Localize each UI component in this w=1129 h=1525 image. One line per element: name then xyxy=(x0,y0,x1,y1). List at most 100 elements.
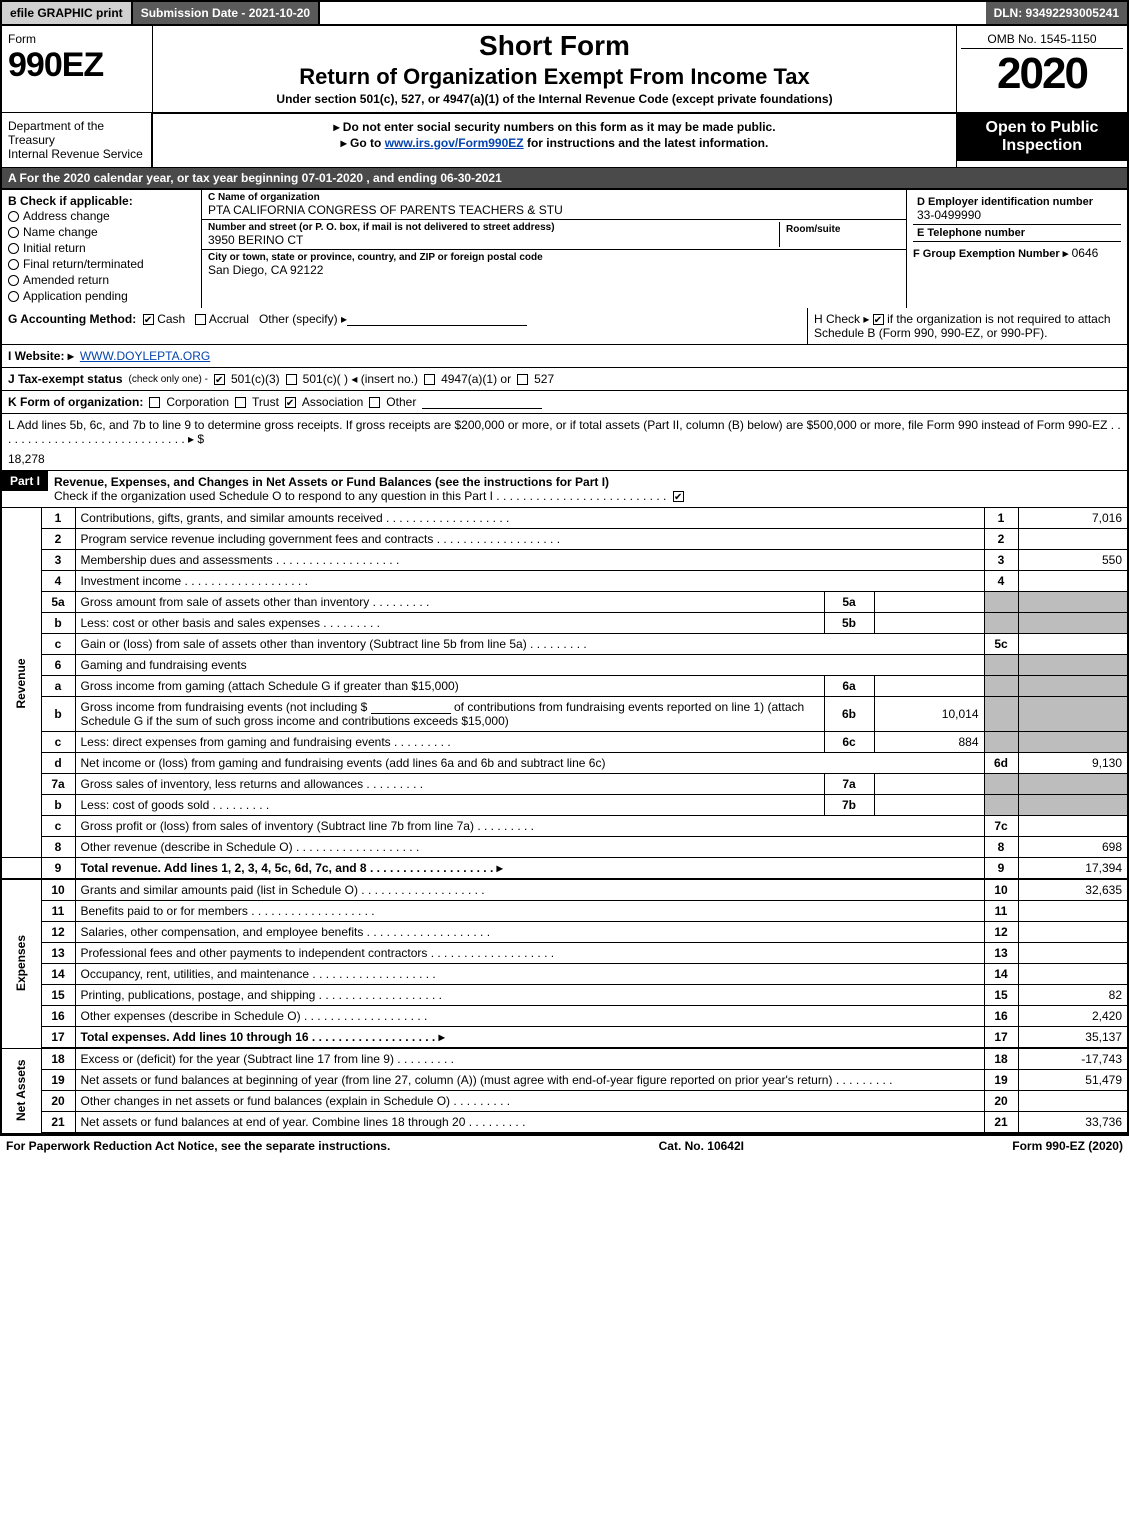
amt-14 xyxy=(1018,964,1128,985)
box-6d: 6d xyxy=(984,753,1018,774)
box-5b-shade xyxy=(984,613,1018,634)
amt-5a-shade xyxy=(1018,592,1128,613)
chk-initial-return[interactable]: Initial return xyxy=(8,240,195,256)
box-2: 2 xyxy=(984,529,1018,550)
chk-h[interactable] xyxy=(873,314,884,325)
j-label: J Tax-exempt status xyxy=(8,372,123,386)
box-1: 1 xyxy=(984,508,1018,529)
box-13: 13 xyxy=(984,943,1018,964)
chk-cash[interactable] xyxy=(143,314,154,325)
footer-left: For Paperwork Reduction Act Notice, see … xyxy=(6,1139,390,1153)
chk-527[interactable] xyxy=(517,374,528,385)
sub-5b: 5b xyxy=(824,613,874,634)
subamt-5a xyxy=(874,592,984,613)
amt-7a-shade xyxy=(1018,774,1128,795)
box-6c-shade xyxy=(984,732,1018,753)
form-box: Form 990EZ xyxy=(2,26,152,113)
ln-1: 1 xyxy=(41,508,75,529)
chk-trust[interactable] xyxy=(235,397,246,408)
row-k: K Form of organization: Corporation Trus… xyxy=(0,391,1129,414)
ln-2: 2 xyxy=(41,529,75,550)
box-6a-shade xyxy=(984,676,1018,697)
vlabel-expenses: Expenses xyxy=(1,879,41,1048)
sub-5a: 5a xyxy=(824,592,874,613)
desc-1: Contributions, gifts, grants, and simila… xyxy=(75,508,984,529)
amt-10: 32,635 xyxy=(1018,879,1128,901)
contrib-amount-input[interactable] xyxy=(371,700,451,714)
form-number: 990EZ xyxy=(8,46,146,85)
footer-right: Form 990-EZ (2020) xyxy=(1012,1139,1123,1153)
chk-amended-return[interactable]: Amended return xyxy=(8,272,195,288)
ln-19: 19 xyxy=(41,1070,75,1091)
subtitle: Under section 501(c), 527, or 4947(a)(1)… xyxy=(161,92,948,106)
chk-4947[interactable] xyxy=(424,374,435,385)
desc-10: Grants and similar amounts paid (list in… xyxy=(75,879,984,901)
chk-501c[interactable] xyxy=(286,374,297,385)
tel-row: E Telephone number xyxy=(913,225,1121,242)
j-sub: (check only one) - xyxy=(129,374,208,385)
ln-7a: 7a xyxy=(41,774,75,795)
sub-7a: 7a xyxy=(824,774,874,795)
desc-6b: Gross income from fundraising events (no… xyxy=(75,697,824,732)
amt-9: 17,394 xyxy=(1018,858,1128,880)
subamt-7b xyxy=(874,795,984,816)
box-6-shade xyxy=(984,655,1018,676)
box-7b-shade xyxy=(984,795,1018,816)
desc-2: Program service revenue including govern… xyxy=(75,529,984,550)
amt-6c-shade xyxy=(1018,732,1128,753)
h-pre: H Check ▸ xyxy=(814,312,869,326)
chk-corporation[interactable] xyxy=(149,397,160,408)
chk-other-org[interactable] xyxy=(369,397,380,408)
efile-label: efile GRAPHIC print xyxy=(2,2,133,24)
ein-value: 33-0499990 xyxy=(917,208,1117,222)
ln-10: 10 xyxy=(41,879,75,901)
box-15: 15 xyxy=(984,985,1018,1006)
org-city-row: City or town, state or province, country… xyxy=(202,250,906,279)
chk-application-pending[interactable]: Application pending xyxy=(8,288,195,304)
desc-20: Other changes in net assets or fund bala… xyxy=(75,1091,984,1112)
k-label: K Form of organization: xyxy=(8,395,143,409)
amt-16: 2,420 xyxy=(1018,1006,1128,1027)
i-label: I Website: ▸ xyxy=(8,349,74,363)
amt-2 xyxy=(1018,529,1128,550)
open-inspection: Open to Public Inspection xyxy=(957,113,1127,161)
amt-20 xyxy=(1018,1091,1128,1112)
chk-association[interactable] xyxy=(285,397,296,408)
chk-final-return[interactable]: Final return/terminated xyxy=(8,256,195,272)
row-g: G Accounting Method: Cash Accrual Other … xyxy=(2,308,807,345)
amt-13 xyxy=(1018,943,1128,964)
subamt-7a xyxy=(874,774,984,795)
box-21: 21 xyxy=(984,1112,1018,1134)
irs-link[interactable]: www.irs.gov/Form990EZ xyxy=(385,136,524,150)
other-org-input[interactable] xyxy=(422,395,542,409)
sub-6c: 6c xyxy=(824,732,874,753)
part-i-title: Revenue, Expenses, and Changes in Net As… xyxy=(54,475,1121,489)
box-5c: 5c xyxy=(984,634,1018,655)
chk-address-change[interactable]: Address change xyxy=(8,208,195,224)
chk-501c3[interactable] xyxy=(214,374,225,385)
subamt-6a xyxy=(874,676,984,697)
section-def: D Employer identification number 33-0499… xyxy=(907,190,1127,308)
ln-11: 11 xyxy=(41,901,75,922)
website-link[interactable]: WWW.DOYLEPTA.ORG xyxy=(80,349,210,363)
org-city: San Diego, CA 92122 xyxy=(208,263,900,277)
ln-6b: b xyxy=(41,697,75,732)
ln-9: 9 xyxy=(41,858,75,880)
ln-4: 4 xyxy=(41,571,75,592)
chk-accrual[interactable] xyxy=(195,314,206,325)
page-footer: For Paperwork Reduction Act Notice, see … xyxy=(0,1134,1129,1156)
ein-label: D Employer identification number xyxy=(917,196,1117,208)
box-6b-shade xyxy=(984,697,1018,732)
box-11: 11 xyxy=(984,901,1018,922)
org-address: 3950 BERINO CT xyxy=(208,233,779,247)
chk-schedule-o[interactable] xyxy=(673,491,684,502)
amt-6b-shade xyxy=(1018,697,1128,732)
other-specify-input[interactable] xyxy=(347,312,527,326)
row-a-tax-year: A For the 2020 calendar year, or tax yea… xyxy=(0,168,1129,190)
top-bar: efile GRAPHIC print Submission Date - 20… xyxy=(0,0,1129,26)
chk-name-change[interactable]: Name change xyxy=(8,224,195,240)
section-b-title: B Check if applicable: xyxy=(8,194,195,208)
desc-7a: Gross sales of inventory, less returns a… xyxy=(75,774,824,795)
title-box: Short Form Return of Organization Exempt… xyxy=(152,26,957,113)
dept-treasury: Department of the Treasury xyxy=(8,119,145,147)
